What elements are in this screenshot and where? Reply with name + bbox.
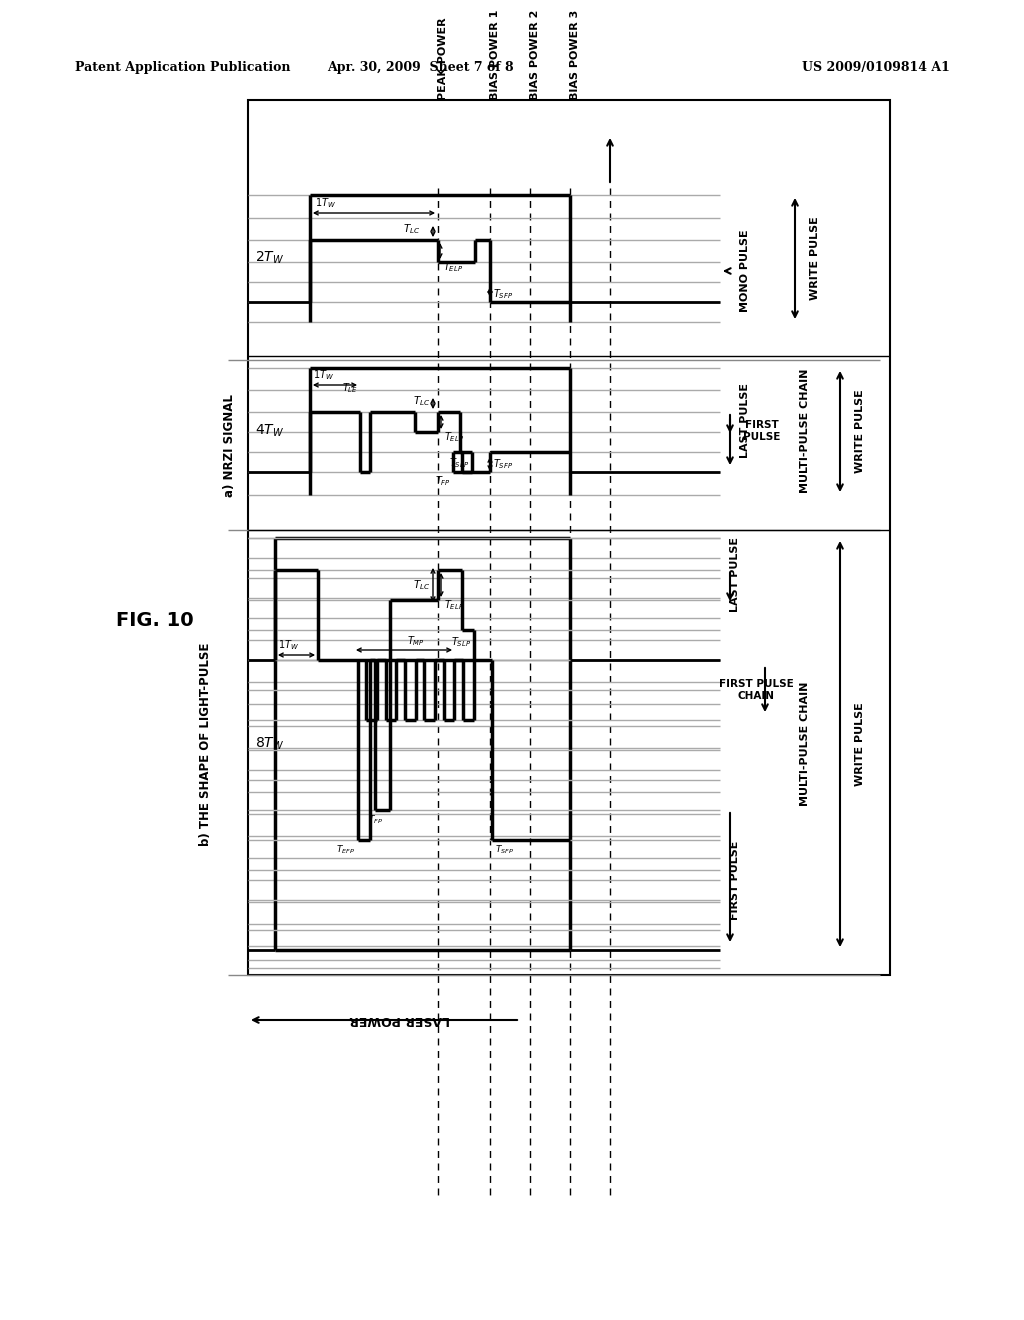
Text: BIAS POWER 3: BIAS POWER 3 [570, 9, 580, 100]
Text: $8T_W$: $8T_W$ [255, 735, 285, 752]
Text: Apr. 30, 2009  Sheet 7 of 8: Apr. 30, 2009 Sheet 7 of 8 [327, 62, 513, 74]
Text: MONO PULSE: MONO PULSE [740, 230, 750, 313]
Text: $T_{FP}$: $T_{FP}$ [435, 474, 451, 488]
Text: $T_{SLP}$: $T_{SLP}$ [449, 455, 469, 470]
Text: LASER POWER: LASER POWER [349, 1014, 451, 1027]
Text: $T_{SFP}$: $T_{SFP}$ [493, 286, 513, 301]
Text: $T_{SLP}$: $T_{SLP}$ [451, 635, 471, 649]
Text: $T_{MP}$: $T_{MP}$ [408, 634, 425, 648]
Text: b) THE SHAPE OF LIGHT-PULSE: b) THE SHAPE OF LIGHT-PULSE [199, 643, 212, 846]
Text: FIRST
PULSE: FIRST PULSE [743, 420, 780, 442]
Text: FIG. 10: FIG. 10 [116, 610, 194, 630]
Text: PEAK POWER: PEAK POWER [438, 17, 449, 100]
Text: $T_{ELP}$: $T_{ELP}$ [444, 430, 464, 444]
Text: $T_{ELP}$: $T_{ELP}$ [443, 260, 463, 273]
Text: BIAS POWER 2: BIAS POWER 2 [530, 9, 540, 100]
Text: $T_{LE}$: $T_{LE}$ [342, 381, 358, 395]
Text: Patent Application Publication: Patent Application Publication [75, 62, 291, 74]
Text: $T_{LC}$: $T_{LC}$ [413, 578, 430, 591]
Text: FIRST PULSE
CHAIN: FIRST PULSE CHAIN [719, 680, 794, 701]
Text: $4T_W$: $4T_W$ [255, 422, 285, 440]
Text: LAST PULSE: LAST PULSE [740, 383, 750, 458]
Text: WRITE PULSE: WRITE PULSE [855, 389, 865, 473]
Text: MULTI-PULSE CHAIN: MULTI-PULSE CHAIN [800, 368, 810, 494]
Text: $T_{ELP}$: $T_{ELP}$ [444, 598, 464, 611]
Text: US 2009/0109814 A1: US 2009/0109814 A1 [802, 62, 950, 74]
Text: $T_{SFP}$: $T_{SFP}$ [495, 843, 514, 855]
Text: FIRST PULSE: FIRST PULSE [730, 841, 740, 920]
Text: a) NRZI SIGNAL: a) NRZI SIGNAL [223, 395, 237, 498]
Text: $T_{FP}$: $T_{FP}$ [368, 813, 383, 825]
Text: MULTI-PULSE CHAIN: MULTI-PULSE CHAIN [800, 682, 810, 807]
Text: $1T_W$: $1T_W$ [278, 638, 299, 652]
Text: WRITE PULSE: WRITE PULSE [855, 702, 865, 785]
Text: WRITE PULSE: WRITE PULSE [810, 216, 820, 300]
Text: $T_{LC}$: $T_{LC}$ [402, 222, 420, 236]
Text: $1T_W$: $1T_W$ [313, 368, 334, 381]
Text: BIAS POWER 1: BIAS POWER 1 [490, 9, 500, 100]
Text: $T_{EFP}$: $T_{EFP}$ [336, 843, 355, 855]
Text: $T_{SFP}$: $T_{SFP}$ [493, 457, 513, 471]
Text: $1T_W$: $1T_W$ [315, 197, 336, 210]
Text: $T_{LC}$: $T_{LC}$ [413, 395, 430, 408]
Text: LAST PULSE: LAST PULSE [730, 537, 740, 612]
Text: $2T_W$: $2T_W$ [255, 249, 285, 267]
